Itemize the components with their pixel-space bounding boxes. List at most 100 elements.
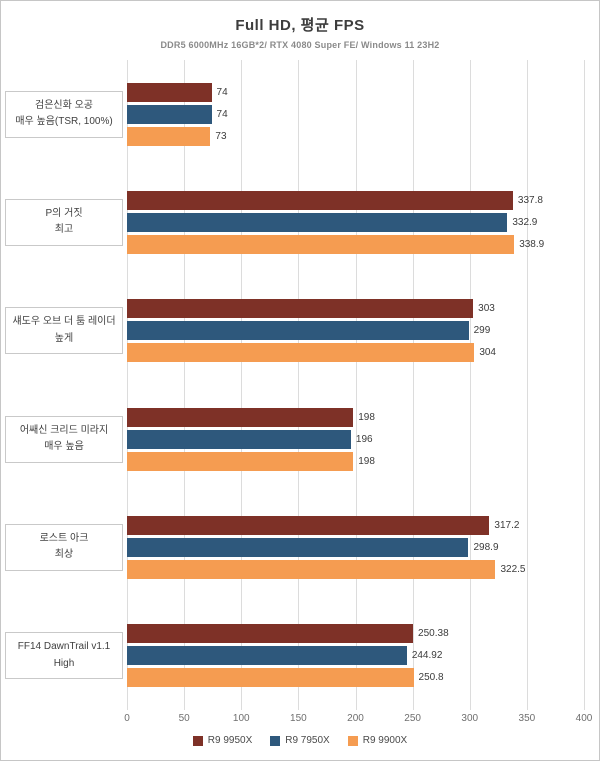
category-label-line: 최고	[54, 224, 74, 236]
gridlines	[127, 60, 585, 710]
legend-item: R9 9950X	[192, 735, 252, 746]
x-tick-label: 50	[178, 713, 190, 724]
bar-row: 317.2	[127, 515, 584, 535]
x-tick-label: 150	[290, 713, 307, 724]
bars-cell: 198 196 198	[127, 407, 599, 471]
bar-row: 303	[127, 299, 584, 319]
bar-row: 304	[127, 343, 584, 363]
category-label: 로스트 아크 최상	[5, 523, 123, 571]
x-tick-label: 250	[404, 713, 421, 724]
legend-label: R9 7950X	[285, 735, 330, 746]
bar-value-label: 304	[479, 347, 496, 359]
category-label-line: FF14 DawnTrail v1.1	[17, 641, 111, 653]
bar-r9-7950x	[127, 104, 212, 124]
category-label-line: P의 거짓	[45, 207, 83, 219]
bars-cell: 74 74 73	[127, 82, 599, 146]
bar-r9-7950x	[127, 646, 407, 666]
bar-r9-7950x	[127, 429, 351, 449]
bar-row: 74	[127, 82, 584, 102]
x-tick-label: 400	[575, 713, 593, 724]
bar-value-label: 244.92	[411, 650, 443, 662]
bar-r9-9950x	[127, 515, 490, 535]
bar-value-label: 332.9	[512, 216, 538, 228]
bar-row: 198	[127, 407, 584, 427]
bar-r9-7950x	[127, 537, 469, 557]
bar-value-label: 198	[358, 411, 375, 423]
bar-group: 어쌔신 크리드 미라지 매우 높음 198 196 198	[1, 385, 599, 493]
bar-row: 322.5	[127, 559, 584, 579]
legend-swatch	[192, 735, 203, 746]
chart-subtitle: DDR5 6000MHz 16GB*2/ RTX 4080 Super FE/ …	[160, 40, 440, 50]
category-label-line: 매우 높음	[44, 441, 84, 453]
gridline	[184, 60, 186, 710]
bar-row: 73	[127, 126, 584, 146]
category-label-line: 최상	[54, 549, 74, 561]
bar-value-label: 250.8	[418, 672, 444, 684]
category-cell: FF14 DawnTrail v1.1 High	[1, 632, 127, 680]
bar-value-label: 196	[355, 433, 373, 445]
bar-r9-9950x	[127, 407, 354, 427]
bar-group: FF14 DawnTrail v1.1 High 250.38 244.92 250.8	[1, 602, 599, 710]
bar-row: 332.9	[127, 212, 584, 232]
bar-r9-9900x	[127, 126, 211, 146]
gridline	[526, 60, 528, 710]
gridline	[469, 60, 471, 710]
bar-r9-9900x	[127, 559, 496, 579]
bars-cell: 250.38 244.92 250.8	[127, 624, 599, 688]
bar-r9-9900x	[127, 451, 354, 471]
category-cell: 어쌔신 크리드 미라지 매우 높음	[1, 415, 127, 463]
x-tick-label: 100	[232, 713, 250, 724]
gridline	[298, 60, 300, 710]
category-label: FF14 DawnTrail v1.1 High	[5, 632, 123, 680]
category-cell: 로스트 아크 최상	[1, 523, 127, 571]
category-label-line: 검은신화 오공	[35, 99, 93, 111]
category-label-line: 섀도우 오브 더 툼 레이더	[12, 316, 116, 328]
bars-cell: 317.2 298.9 322.5	[127, 515, 599, 579]
bar-group: 로스트 아크 최상 317.2 298.9 322.5	[1, 493, 599, 601]
bar-r9-9900x	[127, 343, 475, 363]
category-label-line: 높게	[54, 332, 74, 344]
category-label-line: High	[53, 657, 75, 669]
bar-value-label: 74	[216, 86, 228, 98]
category-label: 어쌔신 크리드 미라지 매우 높음	[5, 415, 123, 463]
bar-value-label: 73	[215, 130, 227, 142]
x-tick-label: 200	[347, 713, 364, 724]
bars-cell: 303 299 304	[127, 299, 599, 363]
gridline	[127, 60, 128, 710]
x-axis: 0 50 100 150 200 250 300 350 400	[124, 710, 592, 726]
bar-value-label: 299	[473, 325, 491, 337]
bar-value-label: 298.9	[473, 541, 499, 553]
bar-r9-9950x	[127, 299, 474, 319]
bar-r9-9900x	[127, 234, 515, 254]
bar-value-label: 74	[216, 108, 228, 120]
gridline	[241, 60, 243, 710]
legend-item: R9 9900X	[347, 735, 408, 746]
bar-value-label: 337.8	[517, 194, 543, 206]
bar-value-label: 303	[478, 303, 495, 315]
bar-row: 250.8	[127, 668, 584, 688]
legend-label: R9 9900X	[362, 735, 408, 746]
category-label-line: 매우 높음(TSR, 100%)	[15, 116, 113, 128]
bar-value-label: 338.9	[519, 238, 545, 250]
bar-value-label: 317.2	[494, 519, 520, 531]
gridline	[584, 60, 585, 710]
legend: R9 9950X R9 7950X R9 9900X	[1, 735, 599, 746]
bar-r9-9900x	[127, 668, 414, 688]
bar-row: 244.92	[127, 646, 584, 666]
bar-row: 298.9	[127, 537, 584, 557]
x-tick-label: 300	[461, 713, 479, 724]
bar-r9-9950x	[127, 190, 513, 210]
x-tick-label: 350	[518, 713, 536, 724]
bar-row: 337.8	[127, 190, 584, 210]
